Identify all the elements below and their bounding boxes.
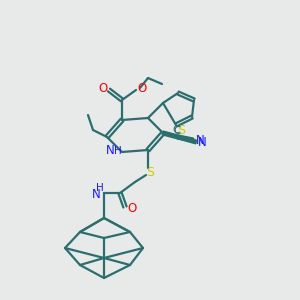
Text: O: O: [98, 82, 108, 95]
Text: S: S: [177, 124, 185, 136]
Text: O: O: [128, 202, 136, 214]
Text: O: O: [137, 82, 147, 95]
Text: N: N: [196, 134, 204, 146]
Text: H: H: [96, 183, 104, 193]
Text: N: N: [106, 145, 114, 158]
Text: C: C: [172, 125, 180, 135]
Text: S: S: [146, 167, 154, 179]
Text: N: N: [198, 136, 206, 148]
Text: H: H: [114, 146, 122, 156]
Text: N: N: [92, 188, 100, 202]
Text: C: C: [173, 126, 181, 136]
